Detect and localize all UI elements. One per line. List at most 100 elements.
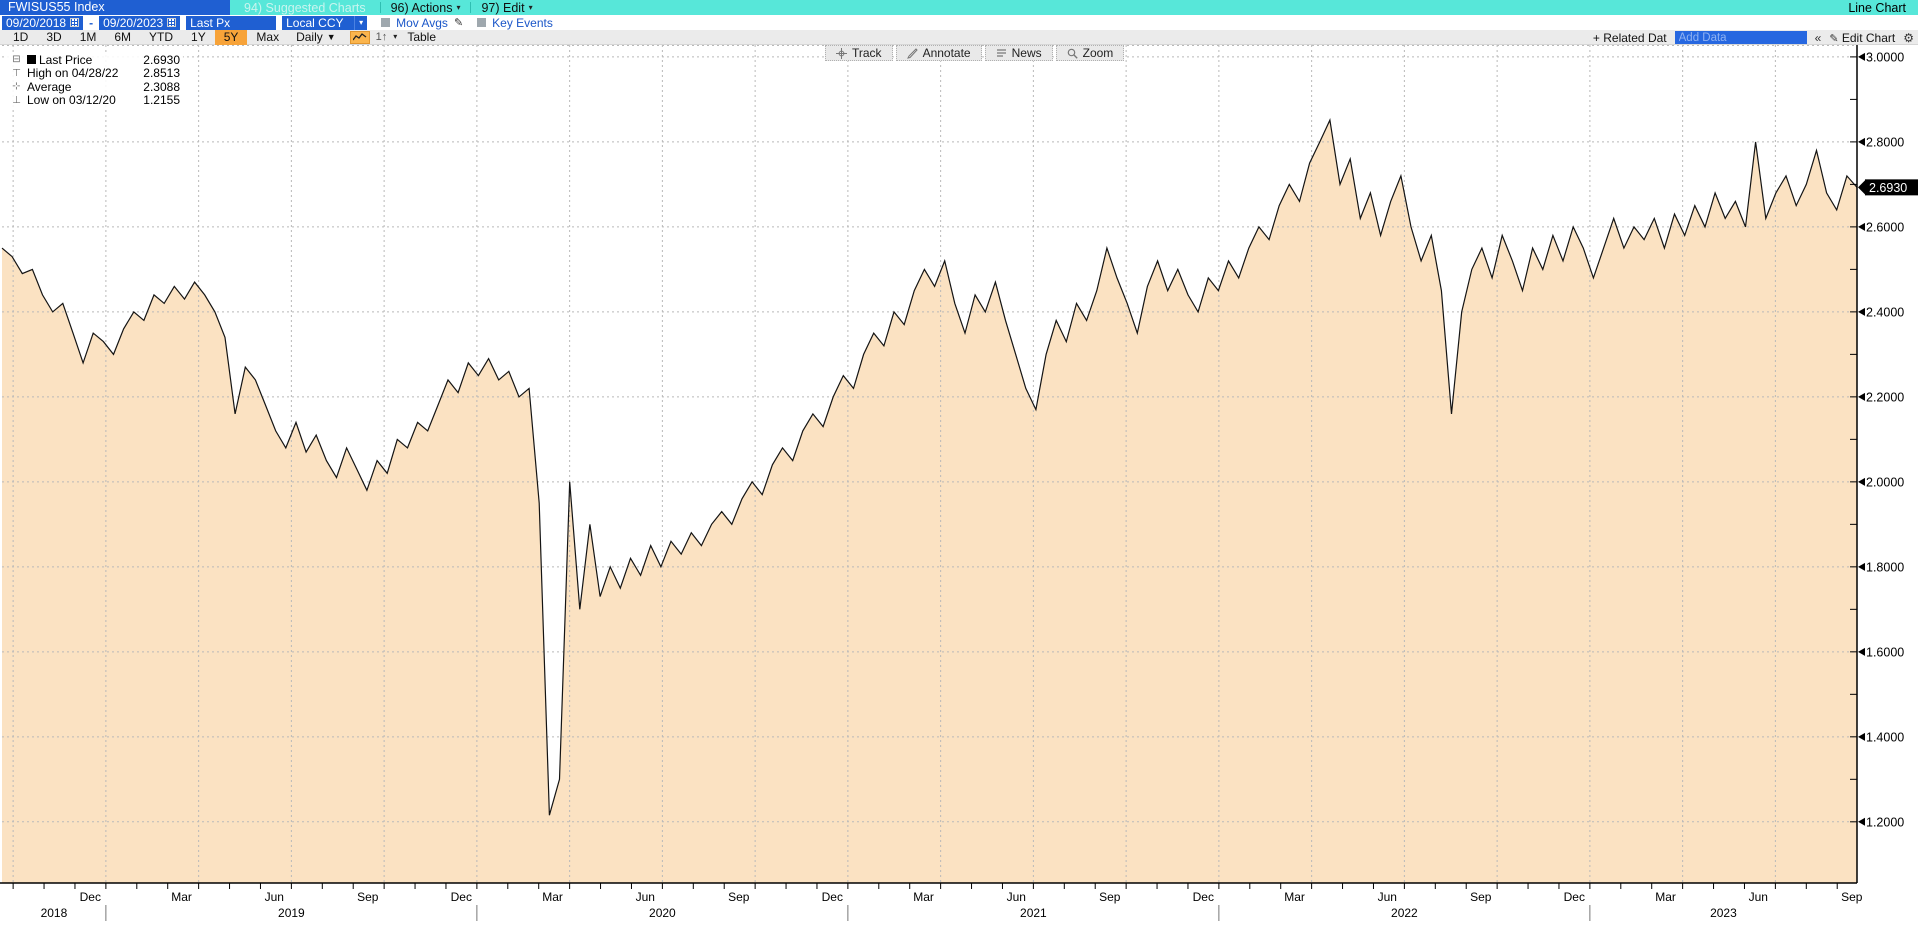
svg-text:Sep: Sep — [728, 890, 750, 904]
tree-expand-icon[interactable]: ⊟ — [12, 54, 21, 66]
date-to-field[interactable]: 09/20/2023 — [99, 15, 181, 30]
high-value: 2.8513 — [143, 66, 180, 81]
svg-text:Jun: Jun — [1749, 890, 1768, 904]
divider — [379, 2, 381, 13]
svg-text:3.0000: 3.0000 — [1866, 50, 1904, 64]
track-button[interactable]: Track — [825, 45, 893, 61]
compare-periods-icon[interactable]: 1↑ — [375, 31, 388, 43]
magnifier-icon — [1067, 48, 1078, 59]
svg-text:Mar: Mar — [1284, 890, 1305, 904]
calendar-icon[interactable] — [167, 18, 177, 27]
pencil-icon — [906, 47, 918, 59]
chart-legend: ⊟ Last Price 2.6930 ⊤ High on 04/28/22 2… — [7, 52, 183, 109]
svg-text:1.2000: 1.2000 — [1866, 815, 1904, 829]
price-chart[interactable]: 3.0000 2.8000 2.6000 2.4000 2.2000 2.0000 1.80… — [0, 45, 1918, 927]
svg-text:2.6930: 2.6930 — [1869, 181, 1907, 195]
svg-text:2019: 2019 — [278, 906, 305, 920]
title-bar: FWISUS55 Index 94) Suggested Charts 96) … — [0, 0, 1918, 15]
high-marker-icon: ⊤ — [12, 67, 21, 79]
divider — [470, 2, 472, 13]
svg-text:Jun: Jun — [1007, 890, 1026, 904]
key-events-checkbox[interactable] — [477, 18, 487, 27]
svg-text:Mar: Mar — [913, 890, 934, 904]
news-lines-icon — [996, 48, 1007, 59]
actions-menu[interactable]: 96) Actions ▾ — [390, 0, 461, 15]
svg-text:2020: 2020 — [649, 906, 676, 920]
legend-row-low[interactable]: ⊥ Low on 03/12/20 1.2155 — [9, 93, 180, 108]
average-value: 2.3088 — [143, 79, 180, 94]
calendar-icon[interactable] — [70, 18, 80, 27]
chart-tools-toolbar: Track Annotate News Zoom — [825, 45, 1125, 61]
period-1y[interactable]: 1Y — [191, 29, 206, 44]
chevron-down-icon[interactable]: ▾ — [354, 15, 368, 30]
svg-text:Mar: Mar — [171, 890, 192, 904]
svg-text:2022: 2022 — [1391, 906, 1418, 920]
date-from-field[interactable]: 09/20/2018 — [2, 15, 84, 30]
add-data-input[interactable] — [1674, 31, 1807, 44]
svg-text:Sep: Sep — [357, 890, 379, 904]
suggested-charts-button[interactable]: 94) Suggested Charts — [244, 0, 366, 15]
svg-text:1.6000: 1.6000 — [1866, 645, 1904, 659]
svg-text:2.4000: 2.4000 — [1866, 305, 1904, 319]
chevron-down-icon[interactable]: ▾ — [393, 32, 398, 41]
currency-select[interactable]: Local CCY ▾ — [282, 15, 368, 30]
svg-text:2023: 2023 — [1710, 906, 1737, 920]
period-6m[interactable]: 6M — [114, 29, 132, 44]
period-ytd[interactable]: YTD — [149, 29, 174, 44]
chart-type-label: Line Chart — [1848, 0, 1906, 15]
line-chart-icon[interactable] — [349, 30, 370, 44]
collapse-icon[interactable]: « — [1814, 30, 1822, 45]
news-button[interactable]: News — [984, 45, 1053, 61]
low-marker-icon: ⊥ — [12, 94, 21, 106]
chart-controls: 09/20/2018 - 09/20/2023 Last Px Local CC… — [0, 15, 1918, 30]
period-5y[interactable]: 5Y — [214, 29, 248, 45]
svg-text:2.8000: 2.8000 — [1866, 135, 1904, 149]
svg-text:Sep: Sep — [1841, 890, 1863, 904]
edit-chart-button[interactable]: ✎ Edit Chart — [1829, 30, 1896, 45]
edit-menu[interactable]: 97) Edit ▾ — [481, 0, 533, 15]
svg-text:Jun: Jun — [265, 890, 284, 904]
svg-text:Dec: Dec — [1193, 890, 1214, 904]
svg-text:Mar: Mar — [1655, 890, 1676, 904]
settings-gear-icon[interactable]: ⚙ — [1903, 30, 1914, 45]
legend-row-high[interactable]: ⊤ High on 04/28/22 2.8513 — [9, 66, 180, 81]
mov-avgs-checkbox[interactable] — [381, 18, 391, 27]
zoom-button[interactable]: Zoom — [1055, 45, 1125, 61]
mov-avgs-label[interactable]: Mov Avgs — [396, 15, 448, 30]
legend-row-average[interactable]: ⊹ Average 2.3088 — [9, 80, 180, 94]
period-1d[interactable]: 1D — [13, 29, 29, 44]
period-max[interactable]: Max — [256, 29, 280, 44]
price-field-select[interactable]: Last Px — [186, 15, 277, 30]
last-price-swatch — [27, 55, 36, 65]
svg-text:Mar: Mar — [542, 890, 563, 904]
svg-text:Dec: Dec — [80, 890, 101, 904]
svg-text:Sep: Sep — [1099, 890, 1121, 904]
average-marker-icon: ⊹ — [12, 81, 21, 93]
svg-text:2018: 2018 — [41, 906, 68, 920]
price-line — [1, 118, 1858, 816]
related-data-button[interactable]: + Related Dat — [1592, 30, 1667, 45]
pencil-icon[interactable]: ✎ — [453, 17, 464, 29]
period-3d[interactable]: 3D — [46, 29, 62, 44]
key-events-label[interactable]: Key Events — [492, 15, 553, 30]
svg-text:Dec: Dec — [1564, 890, 1585, 904]
low-value: 1.2155 — [143, 93, 180, 108]
period-1m[interactable]: 1M — [79, 29, 97, 44]
svg-text:Dec: Dec — [822, 890, 843, 904]
svg-text:2.0000: 2.0000 — [1866, 475, 1904, 489]
frequency-select[interactable]: Daily ▼ — [296, 30, 336, 44]
svg-text:2.2000: 2.2000 — [1866, 390, 1904, 404]
last-price-value: 2.6930 — [143, 52, 180, 67]
crosshair-icon — [836, 47, 847, 59]
security-ticker[interactable]: FWISUS55 Index — [0, 0, 230, 15]
chart-region: 3.0000 2.8000 2.6000 2.4000 2.2000 2.0000 1.80… — [0, 45, 1918, 927]
svg-text:2021: 2021 — [1020, 906, 1047, 920]
svg-text:1.8000: 1.8000 — [1866, 560, 1904, 574]
annotate-button[interactable]: Annotate — [895, 45, 982, 61]
svg-text:1.4000: 1.4000 — [1866, 730, 1904, 744]
last-price-badge-arrow — [1858, 179, 1866, 196]
table-button[interactable]: Table — [407, 30, 436, 44]
period-toolbar: 1D 3D 1M 6M YTD 1Y 5Y Max Daily ▼ 1↑ ▾ T… — [0, 29, 1918, 45]
last-price-badge — [1865, 179, 1918, 196]
legend-row-last-price[interactable]: ⊟ Last Price 2.6930 — [9, 53, 180, 67]
